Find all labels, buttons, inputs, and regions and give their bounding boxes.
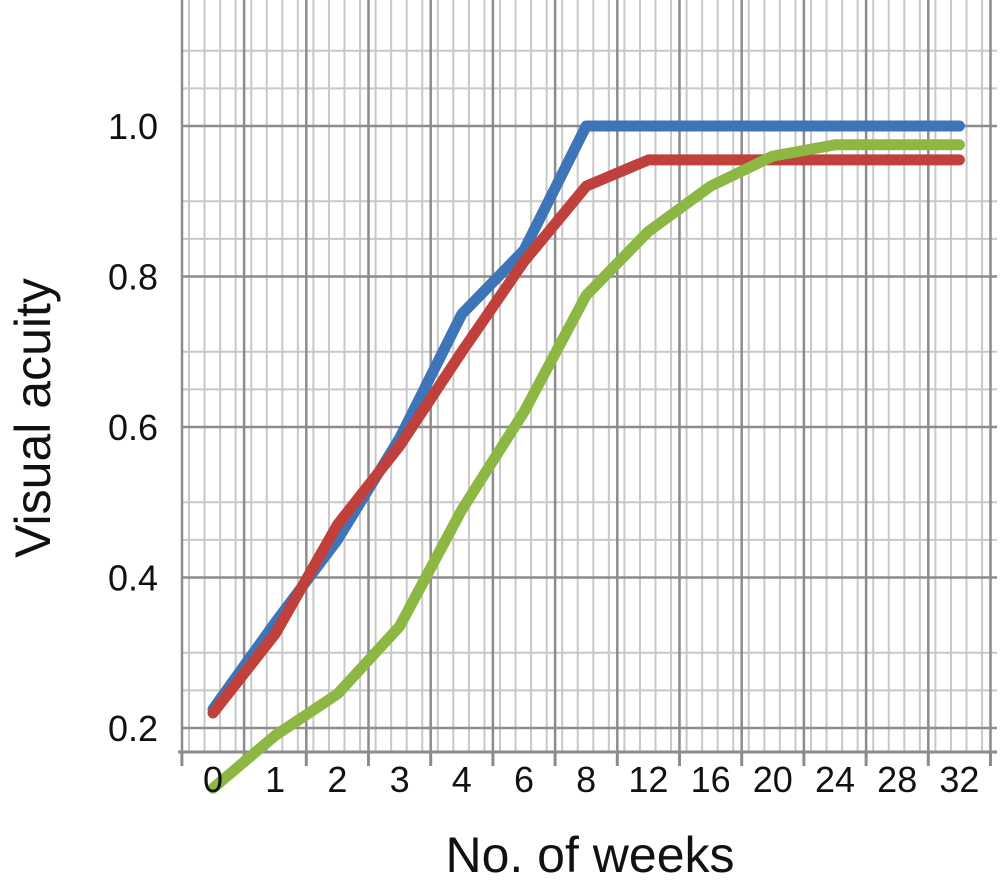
y-tick-label: 0.6 — [108, 407, 158, 448]
x-tick-label: 6 — [514, 759, 534, 800]
x-tick-label: 0 — [203, 759, 223, 800]
x-tick-label: 1 — [265, 759, 285, 800]
x-tick-label: 28 — [877, 759, 917, 800]
x-tick-label: 24 — [815, 759, 855, 800]
x-tick-label: 8 — [576, 759, 596, 800]
y-axis-title: Visual acuity — [5, 278, 61, 558]
x-tick-label: 2 — [327, 759, 347, 800]
x-tick-label: 3 — [390, 759, 410, 800]
series-lines — [207, 120, 965, 794]
x-axis — [178, 750, 997, 766]
x-tick-label: 16 — [691, 759, 731, 800]
minor-gridlines — [182, 0, 997, 752]
major-gridlines — [180, 0, 997, 752]
series-line-3 — [207, 139, 965, 794]
x-tick-label: 32 — [939, 759, 979, 800]
x-tick-labels: 0 1 2 3 4 6 8 12 16 20 24 28 32 — [203, 759, 979, 800]
y-tick-label: 0.8 — [108, 257, 158, 298]
y-tick-labels: 0.2 0.4 0.6 0.8 1.0 — [108, 106, 158, 749]
y-tick-label: 0.4 — [108, 558, 158, 599]
x-axis-title: No. of weeks — [445, 827, 734, 883]
series-line-2 — [207, 154, 965, 719]
series-line-1 — [207, 120, 965, 715]
x-tick-label: 12 — [628, 759, 668, 800]
x-tick-label: 4 — [452, 759, 472, 800]
x-tick-label: 20 — [753, 759, 793, 800]
y-tick-label: 0.2 — [108, 708, 158, 749]
y-tick-label: 1.0 — [108, 106, 158, 147]
